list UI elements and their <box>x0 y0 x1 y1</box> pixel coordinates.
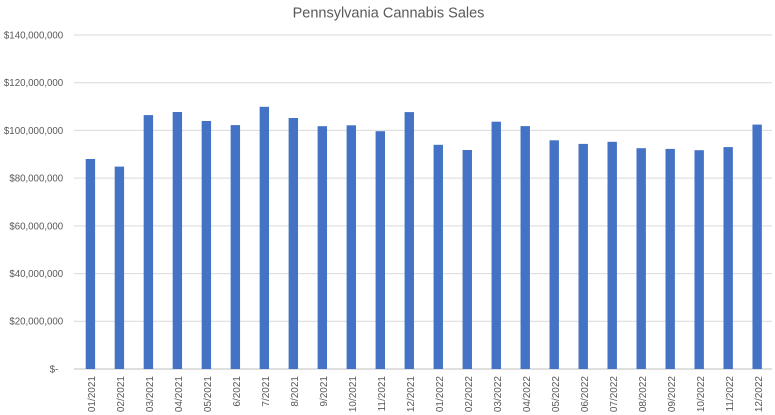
svg-text:7/2021: 7/2021 <box>261 376 272 407</box>
svg-text:09/2022: 09/2022 <box>667 376 678 413</box>
svg-text:06/2022: 06/2022 <box>580 376 591 413</box>
svg-text:01/2021: 01/2021 <box>87 376 98 413</box>
svg-text:Pennsylvania Cannabis Sales: Pennsylvania Cannabis Sales <box>293 5 485 21</box>
svg-text:8/2021: 8/2021 <box>290 376 301 407</box>
svg-text:07/2022: 07/2022 <box>609 376 620 413</box>
svg-text:11/2021: 11/2021 <box>377 376 388 412</box>
svg-text:01/2022: 01/2022 <box>435 376 446 413</box>
svg-text:9/2021: 9/2021 <box>319 376 330 407</box>
svg-text:10/2022: 10/2022 <box>696 376 707 413</box>
svg-text:$40,000,000: $40,000,000 <box>9 269 63 280</box>
svg-text:03/2021: 03/2021 <box>145 376 156 413</box>
svg-text:$-: $- <box>50 364 59 375</box>
svg-text:03/2022: 03/2022 <box>493 376 504 413</box>
svg-text:$140,000,000: $140,000,000 <box>4 30 64 41</box>
svg-text:6/2021: 6/2021 <box>232 376 243 407</box>
svg-text:05/2022: 05/2022 <box>551 376 562 413</box>
svg-text:12/2021: 12/2021 <box>406 376 417 413</box>
svg-text:$60,000,000: $60,000,000 <box>9 221 63 232</box>
svg-text:$80,000,000: $80,000,000 <box>9 173 63 184</box>
svg-text:02/2021: 02/2021 <box>116 376 127 413</box>
svg-text:10/2021: 10/2021 <box>348 376 359 413</box>
svg-text:11/2022: 11/2022 <box>725 376 736 412</box>
svg-text:04/2022: 04/2022 <box>522 376 533 413</box>
svg-text:$100,000,000: $100,000,000 <box>4 126 64 137</box>
svg-text:$20,000,000: $20,000,000 <box>9 317 63 328</box>
svg-text:12/2022: 12/2022 <box>754 376 765 413</box>
svg-text:$120,000,000: $120,000,000 <box>4 78 64 89</box>
svg-text:05/2021: 05/2021 <box>203 376 214 413</box>
svg-text:04/2021: 04/2021 <box>174 376 185 413</box>
svg-text:08/2022: 08/2022 <box>638 376 649 413</box>
svg-text:02/2022: 02/2022 <box>464 376 475 413</box>
